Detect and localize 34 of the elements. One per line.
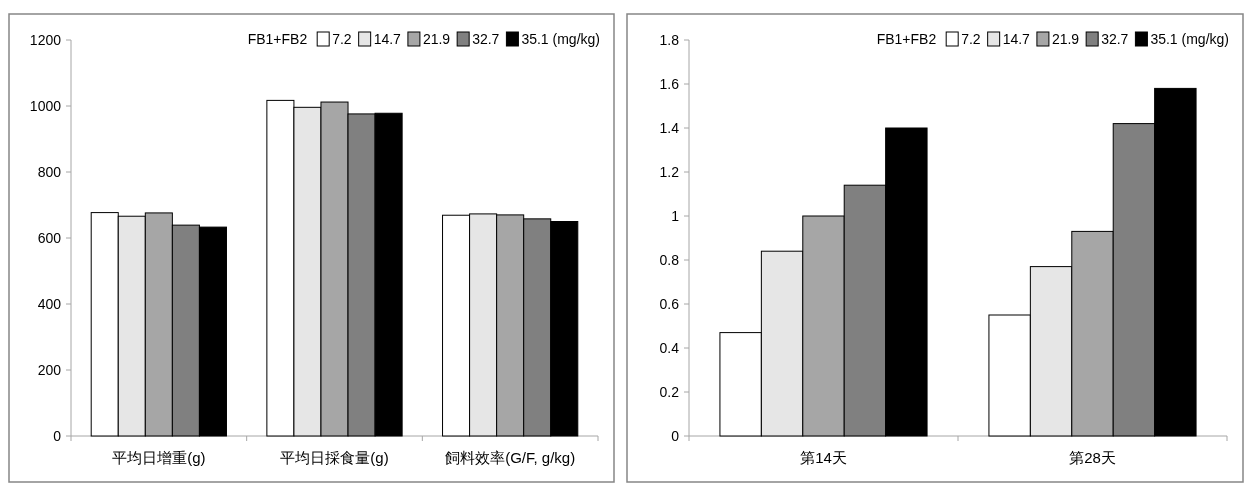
x-tick-label: 平均日採食量(g) bbox=[280, 449, 389, 466]
x-tick-label: 平均日增重(g) bbox=[112, 449, 206, 466]
y-tick-label: 1 bbox=[671, 208, 680, 224]
legend-title: FB1+FB2 bbox=[876, 31, 937, 47]
y-tick-label: 1.2 bbox=[659, 164, 680, 180]
y-tick-label: 200 bbox=[37, 362, 62, 378]
y-tick-label: 0 bbox=[53, 428, 62, 444]
x-tick-label: 第14天 bbox=[800, 449, 847, 466]
y-tick-label: 1000 bbox=[29, 98, 62, 114]
legend-label: 35.1 (mg/kg) bbox=[521, 31, 600, 47]
y-tick-label: 1.8 bbox=[659, 32, 680, 48]
legend-title: FB1+FB2 bbox=[247, 31, 308, 47]
legend-label: 7.2 bbox=[332, 31, 352, 47]
y-tick-label: 400 bbox=[37, 296, 62, 312]
legend-label: 35.1 (mg/kg) bbox=[1150, 31, 1229, 47]
legend-label: 21.9 bbox=[1051, 31, 1080, 47]
legend-label: 32.7 bbox=[1101, 31, 1129, 47]
y-tick-label: 1200 bbox=[29, 32, 62, 48]
y-tick-label: 1.6 bbox=[659, 76, 680, 92]
y-tick-label: 600 bbox=[37, 230, 62, 246]
y-tick-label: 800 bbox=[37, 164, 62, 180]
y-tick-label: 0.4 bbox=[659, 340, 680, 356]
y-tick-label: 0 bbox=[671, 428, 680, 444]
y-tick-label: 1.4 bbox=[659, 120, 680, 136]
y-tick-label: 0.6 bbox=[659, 296, 680, 312]
legend-label: 21.9 bbox=[422, 31, 451, 47]
legend-label: 14.7 bbox=[373, 31, 402, 47]
legend-label: 32.7 bbox=[472, 31, 500, 47]
legend-label: 14.7 bbox=[1002, 31, 1031, 47]
legend-label: 7.2 bbox=[961, 31, 981, 47]
x-tick-label: 飼料效率(G/F, g/kg) bbox=[445, 449, 576, 466]
y-tick-label: 0.2 bbox=[659, 384, 680, 400]
y-tick-label: 0.8 bbox=[659, 252, 680, 268]
x-tick-label: 第28天 bbox=[1069, 449, 1116, 466]
